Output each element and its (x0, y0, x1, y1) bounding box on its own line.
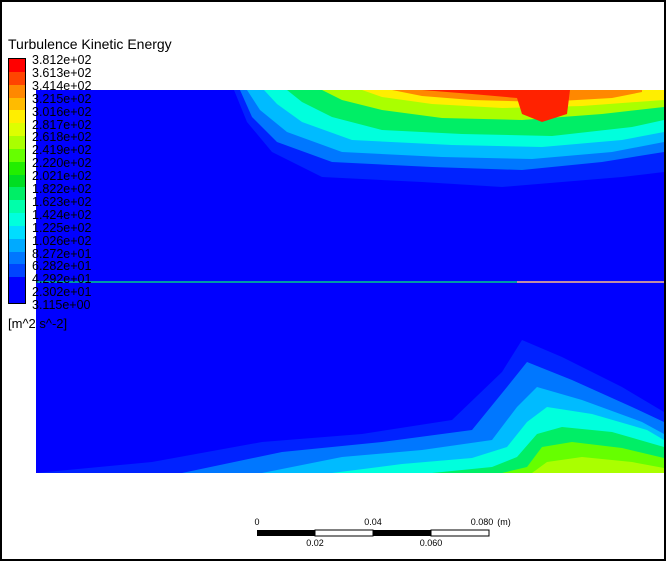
legend-color-segment (9, 238, 25, 253)
legend-color-segment (9, 148, 25, 163)
legend-color-segment (9, 161, 25, 176)
legend-label: 1.822e+02 (32, 182, 92, 196)
legend-label: 3.613e+02 (32, 65, 92, 80)
legend-color-segment (9, 200, 25, 214)
legend-color-segment (9, 277, 25, 291)
legend-color-segment (9, 187, 25, 201)
scale-bar-segments (257, 529, 490, 537)
scale-tick-0060: 0.060 (420, 538, 443, 548)
legend-color-segment (9, 251, 25, 265)
legend-label: 4.292e+01 (32, 272, 92, 287)
legend-color-bar (8, 58, 26, 304)
legend-color-segment (9, 225, 25, 240)
scale-tick-004: 0.04 (364, 517, 382, 527)
contour-band-upper-peak (422, 90, 570, 122)
legend-label: 3.414e+02 (32, 78, 92, 93)
legend-label: 2.817e+02 (32, 117, 92, 132)
legend-label: 2.618e+02 (32, 130, 92, 145)
legend-label: 2.220e+02 (32, 156, 92, 171)
legend-label: 2.419e+02 (32, 143, 92, 158)
legend-label: 1.225e+02 (32, 220, 92, 235)
scale-tick-0080: 0.080 (471, 517, 494, 527)
contour-band-lower-7 (532, 457, 664, 473)
legend-label: 3.115e+00 (32, 298, 91, 313)
legend-label: 8.272e+01 (32, 246, 92, 261)
legend-color-segment (9, 213, 25, 227)
legend-label: 3.215e+02 (32, 91, 92, 106)
legend-color-segment (9, 97, 25, 111)
legend-color-segment (9, 71, 25, 86)
legend-color-segment (9, 110, 25, 124)
legend-label: 2.302e+01 (32, 285, 92, 300)
legend-label: 2.021e+02 (32, 169, 92, 184)
legend-color-segment (9, 174, 25, 188)
legend-color-segment (9, 84, 25, 98)
scale-unit: (m) (497, 517, 511, 527)
legend-label: 6.282e+01 (32, 259, 92, 274)
legend-units: [m^2 s^-2] (8, 316, 68, 331)
legend-color-segment (9, 59, 25, 73)
scale-tick-0: 0 (254, 517, 259, 527)
legend-title: Turbulence Kinetic Energy (8, 36, 172, 52)
legend-color-segment (9, 290, 25, 304)
legend-label: 1.424e+02 (32, 207, 92, 222)
legend-label: 1.026e+02 (32, 233, 92, 248)
legend-label: 3.016e+02 (32, 104, 92, 119)
legend-color-segment (9, 264, 25, 278)
legend-label: 3.812e+02 (32, 53, 92, 67)
legend-label: 1.623e+02 (32, 194, 92, 209)
legend-color-segment (9, 123, 25, 137)
legend-color-segment (9, 136, 25, 150)
scale-tick-002: 0.02 (306, 538, 324, 548)
